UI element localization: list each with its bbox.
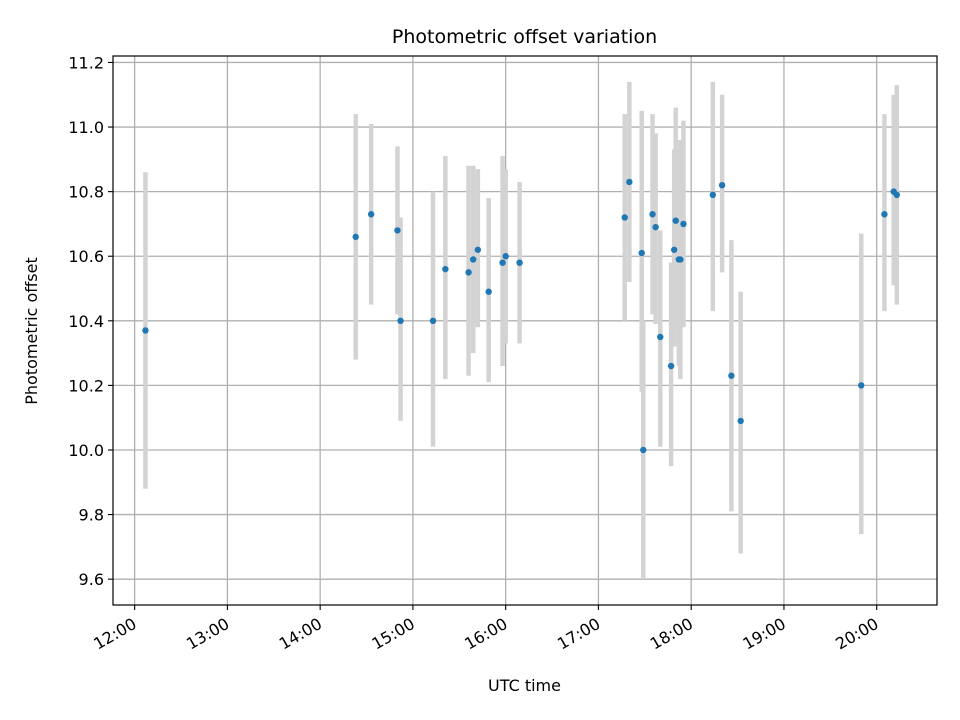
data-point [737, 417, 744, 425]
data-point [474, 246, 482, 253]
y-tick-label: 10.0 [68, 441, 104, 460]
chart-title: Photometric offset variation [392, 26, 657, 48]
data-point [499, 259, 506, 266]
y-axis-label: Photometric offset [22, 257, 41, 405]
data-point [652, 223, 659, 231]
data-point [626, 178, 633, 186]
y-tick-label: 10.8 [68, 183, 104, 202]
data-point [657, 333, 664, 341]
data-point [485, 288, 492, 295]
data-point [516, 259, 523, 266]
y-tick-label: 9.8 [79, 506, 104, 525]
data-point [667, 362, 675, 370]
y-tick-label: 9.6 [79, 570, 104, 589]
y-tick-label: 11.0 [68, 118, 104, 137]
data-point [470, 256, 477, 263]
data-point [709, 191, 717, 199]
y-tick-label: 10.2 [68, 376, 104, 395]
data-point [640, 446, 647, 454]
data-point [397, 317, 404, 325]
data-point [429, 317, 437, 325]
data-point [649, 211, 656, 218]
grid [113, 56, 937, 605]
data-point [442, 265, 449, 273]
data-point [352, 233, 359, 241]
data-point [858, 382, 865, 389]
x-axis-label: UTC time [488, 676, 561, 695]
data-points [142, 178, 901, 454]
y-tick-label: 11.2 [68, 53, 104, 72]
data-point [670, 246, 678, 253]
data-point [677, 256, 684, 263]
data-point [502, 253, 509, 260]
data-point [142, 327, 149, 334]
data-point [621, 214, 628, 221]
data-point [881, 211, 888, 218]
y-tick-label: 10.6 [68, 247, 104, 266]
data-point [672, 217, 679, 224]
y-tick-label: 10.4 [68, 312, 104, 331]
data-point [680, 220, 687, 228]
data-point [367, 211, 375, 218]
data-point [465, 269, 472, 276]
data-point [638, 249, 645, 257]
data-point [728, 372, 735, 379]
data-point [893, 191, 901, 199]
plot-frame [112, 55, 938, 606]
data-point [394, 227, 401, 234]
data-point [718, 181, 726, 189]
